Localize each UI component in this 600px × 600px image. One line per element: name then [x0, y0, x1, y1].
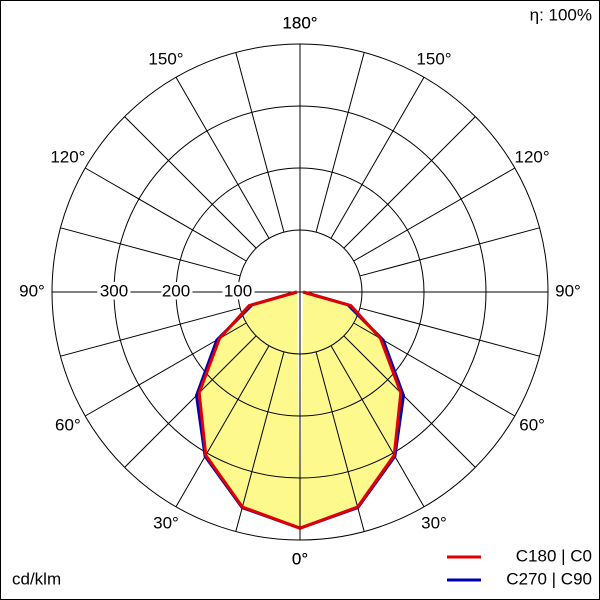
angle-label: 0° — [292, 549, 308, 568]
angle-label: 120° — [515, 147, 550, 166]
spoke — [235, 52, 285, 233]
spoke — [235, 351, 285, 532]
angle-label: 150° — [416, 49, 451, 68]
angle-label: 90° — [555, 281, 581, 300]
spoke — [175, 76, 270, 239]
spoke — [315, 351, 365, 532]
spoke — [60, 307, 241, 357]
r-tick-label: 300 — [100, 281, 128, 300]
angle-label: 60° — [55, 415, 81, 434]
intensity-curve — [197, 290, 301, 530]
angle-label: 120° — [50, 147, 85, 166]
legend-label: C180 | C0 — [516, 546, 592, 565]
r-tick-label: 200 — [162, 281, 190, 300]
angle-label: 180° — [282, 13, 317, 32]
intensity-curve — [299, 290, 403, 530]
spoke — [330, 76, 425, 239]
r-tick-label: 100 — [224, 281, 252, 300]
angle-label: 60° — [519, 415, 545, 434]
angle-label: 0° — [292, 549, 308, 568]
spoke — [353, 167, 516, 262]
legend-label: C270 | C90 — [506, 569, 592, 588]
intensity-area — [300, 292, 401, 529]
spoke — [343, 335, 476, 468]
angle-label: 30° — [153, 514, 179, 533]
angle-label: 150° — [148, 49, 183, 68]
spoke — [359, 307, 540, 357]
spoke — [124, 116, 257, 249]
spoke — [315, 52, 365, 233]
spoke — [124, 335, 257, 468]
spoke — [343, 116, 476, 249]
spoke — [84, 167, 247, 262]
angle-label: 90° — [19, 281, 45, 300]
spoke — [359, 227, 540, 277]
spoke — [330, 345, 425, 508]
angle-label: 30° — [421, 514, 447, 533]
intensity-area — [199, 292, 300, 529]
spoke — [175, 345, 270, 508]
spoke — [60, 227, 241, 277]
efficiency-label: η: 100% — [530, 5, 592, 24]
unit-label: cd/klm — [12, 569, 61, 588]
angle-label: 180° — [282, 13, 317, 32]
